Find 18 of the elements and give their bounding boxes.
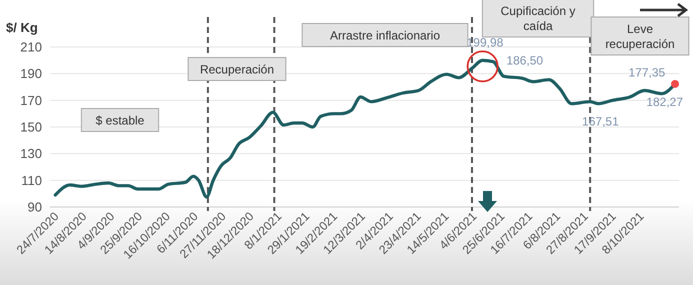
data-label: 186,50	[506, 53, 544, 68]
annotation: Leve recuperación	[605, 22, 675, 51]
y-tick-label: 210	[20, 40, 42, 55]
y-tick-label: 170	[20, 92, 42, 108]
data-label: 199,98	[466, 35, 504, 50]
data-label: 177,35	[628, 66, 666, 80]
text: Arrastre inflacionario	[330, 28, 440, 42]
data-label: 167,51	[582, 114, 620, 129]
y-tick-label: 190	[20, 66, 42, 82]
y-tick-label: 150	[20, 120, 42, 135]
data-label: 182,27	[646, 94, 684, 109]
annotation: $ estable	[96, 114, 145, 128]
y-tick-label: 130	[20, 146, 42, 162]
y-tick-label: 110	[21, 172, 42, 188]
annotation: Recuperación	[200, 62, 274, 76]
text: Cupificación y caída	[500, 4, 576, 33]
y-axis-title: $/ Kg	[6, 20, 38, 35]
y-tick-label: 90	[28, 200, 42, 215]
